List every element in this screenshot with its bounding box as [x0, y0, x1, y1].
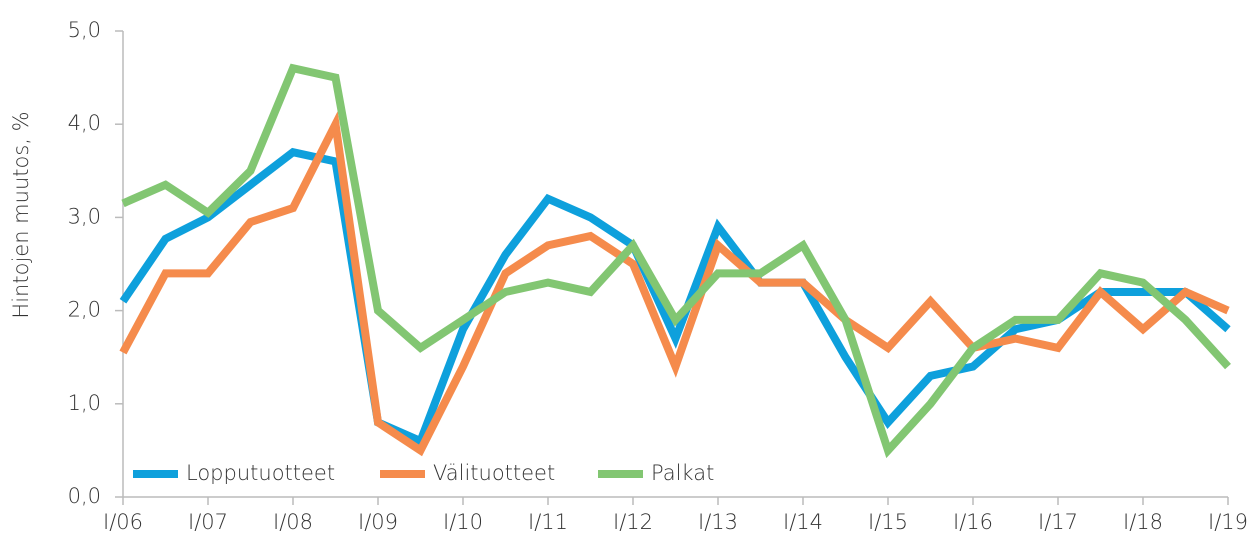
- legend-label: Lopputuotteet: [186, 461, 335, 485]
- y-tick-label: 5,0: [68, 18, 101, 42]
- line-series: [119, 111, 1230, 457]
- x-tick-label: I/07: [188, 510, 228, 534]
- x-tick-label: I/10: [443, 510, 483, 534]
- x-tick-label: I/16: [953, 510, 993, 534]
- x-tick-label: I/06: [103, 510, 143, 534]
- legend-label: Välituotteet: [433, 461, 555, 485]
- x-tick-label: I/18: [1123, 510, 1163, 534]
- y-axis-title: Hintojen muutos, %: [9, 111, 33, 318]
- y-tick-label: 0,0: [68, 484, 101, 508]
- x-tick-label: I/14: [783, 510, 823, 534]
- y-tick-label: 4,0: [68, 111, 101, 135]
- x-tick-label: I/19: [1208, 510, 1248, 534]
- legend-label: Palkat: [651, 461, 714, 485]
- line-series: [119, 147, 1231, 447]
- x-tick-label: I/17: [1038, 510, 1078, 534]
- x-tick-label: I/09: [358, 510, 398, 534]
- y-tick-label: 1,0: [68, 391, 101, 415]
- x-tick-label: I/15: [868, 510, 908, 534]
- y-tick-label: 2,0: [68, 298, 101, 322]
- x-tick-label: I/11: [528, 510, 568, 534]
- y-tick-label: 3,0: [68, 204, 101, 228]
- x-tick-label: I/12: [613, 510, 653, 534]
- line-series: [121, 63, 1231, 459]
- x-tick-label: I/08: [273, 510, 313, 534]
- x-tick-label: I/13: [698, 510, 738, 534]
